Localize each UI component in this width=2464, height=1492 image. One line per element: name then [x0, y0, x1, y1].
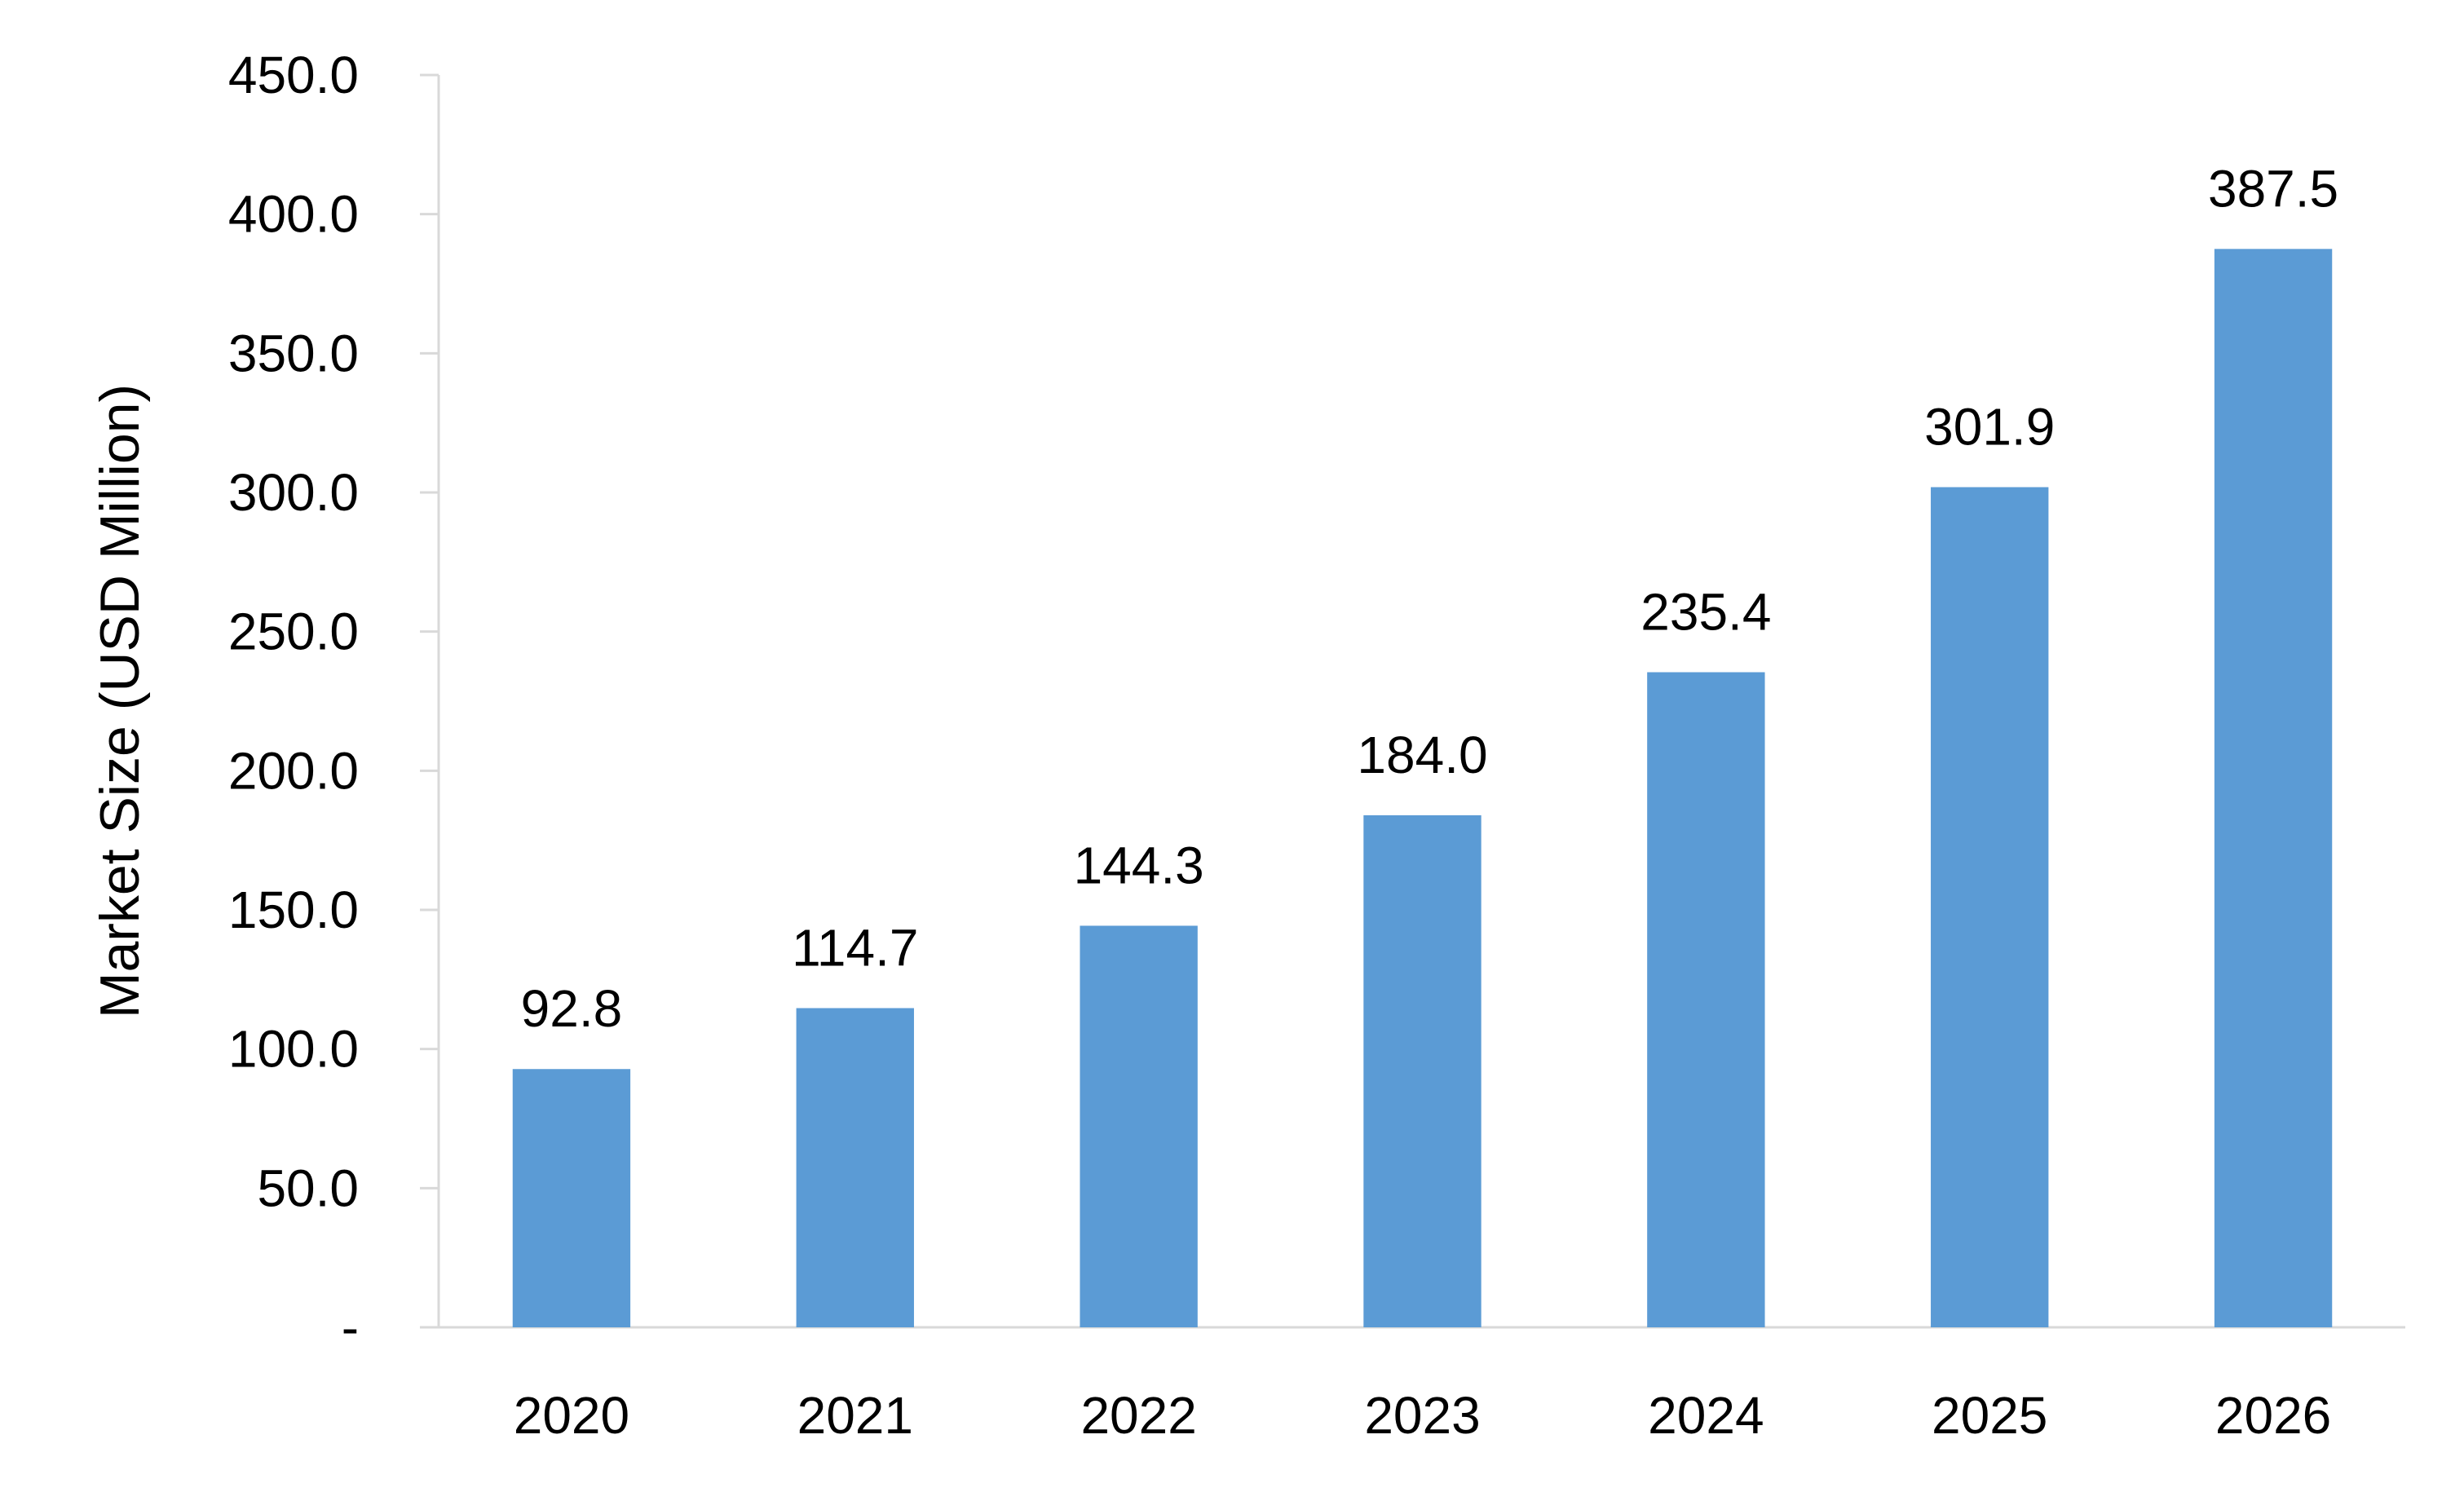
y-tick-label: 400.0 [228, 185, 359, 244]
data-labels: 92.8 114.7 144.3 184.0 235.4 301.9 387.5 [521, 159, 2339, 1038]
data-label: 301.9 [1924, 398, 2055, 457]
x-tick-labels: 2020 2021 2022 2023 2024 2025 2026 [514, 1386, 2332, 1445]
data-label: 114.7 [792, 918, 918, 977]
bar [512, 1069, 631, 1327]
y-tick-label: 50.0 [257, 1159, 359, 1217]
data-label: 92.8 [521, 979, 623, 1038]
x-tick-label: 2021 [797, 1386, 913, 1445]
bar [2214, 249, 2333, 1327]
data-label: 184.0 [1357, 726, 1487, 784]
bar [796, 1008, 914, 1327]
x-tick-label: 2022 [1080, 1386, 1196, 1445]
y-tick-label: 150.0 [228, 881, 359, 939]
y-tick-label: 200.0 [228, 741, 359, 800]
y-tick-label: - [342, 1298, 359, 1357]
x-tick-label: 2025 [1932, 1386, 2047, 1445]
y-tick-label: 100.0 [228, 1020, 359, 1079]
data-label: 387.5 [2208, 159, 2338, 218]
data-label: 144.3 [1074, 836, 1204, 894]
y-tick-label: 450.0 [228, 46, 359, 104]
y-tick-labels: - 50.0 100.0 150.0 200.0 250.0 300.0 350.0 400.0… [228, 46, 359, 1357]
y-tick-label: 350.0 [228, 324, 359, 382]
data-label: 235.4 [1640, 583, 1771, 642]
bars [512, 249, 2333, 1327]
y-axis-title: Market Size (USD Million) [89, 384, 151, 1018]
x-tick-label: 2023 [1364, 1386, 1480, 1445]
x-tick-label: 2020 [514, 1386, 629, 1445]
x-tick-label: 2026 [2215, 1386, 2331, 1445]
y-tick-label: 300.0 [228, 463, 359, 522]
y-tick-label: 250.0 [228, 603, 359, 661]
bar [1647, 672, 1765, 1327]
bar [1363, 814, 1481, 1327]
bar [1931, 487, 2049, 1327]
x-tick-label: 2024 [1648, 1386, 1764, 1445]
bar [1080, 925, 1198, 1327]
